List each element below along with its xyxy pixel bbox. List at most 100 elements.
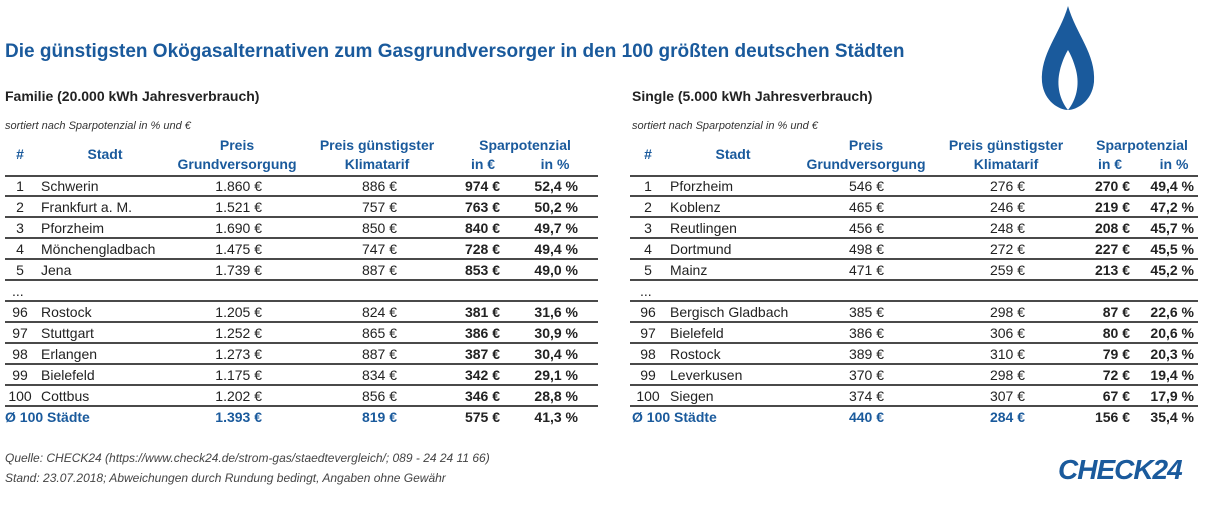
cell: 5 bbox=[16, 262, 24, 278]
header-grund: Preis bbox=[848, 137, 884, 153]
cell: Mainz bbox=[670, 262, 708, 278]
cell: 1 bbox=[16, 178, 24, 194]
header-grund: Grundversorgung bbox=[177, 156, 297, 172]
cell: 47,2 % bbox=[1150, 199, 1194, 215]
cell: 370 € bbox=[848, 367, 884, 383]
cell: 886 € bbox=[361, 178, 397, 194]
cell: 50,2 % bbox=[534, 199, 578, 215]
row-rule bbox=[5, 342, 598, 344]
cell: 30,9 % bbox=[534, 325, 578, 341]
total-cell: 819 € bbox=[361, 409, 397, 425]
row-rule bbox=[5, 321, 598, 323]
cell: 52,4 % bbox=[534, 178, 578, 194]
header-eur: in € bbox=[1097, 156, 1123, 172]
cell: 1.273 € bbox=[215, 346, 262, 362]
cell: 5 bbox=[644, 262, 652, 278]
cell: 259 € bbox=[989, 262, 1025, 278]
row-rule bbox=[630, 195, 1198, 197]
header-grund: Grundversorgung bbox=[806, 156, 926, 172]
cell: 1 bbox=[644, 178, 652, 194]
cell: Dortmund bbox=[670, 241, 732, 257]
cell: 850 € bbox=[361, 220, 397, 236]
cell: 310 € bbox=[989, 346, 1025, 362]
total-cell: Ø 100 Städte bbox=[5, 409, 90, 425]
cell: 307 € bbox=[989, 388, 1025, 404]
cell: 1.202 € bbox=[215, 388, 262, 404]
section-heading: Familie (20.000 kWh Jahresverbrauch) bbox=[5, 88, 260, 104]
row-rule bbox=[630, 258, 1198, 260]
row-rule bbox=[630, 237, 1198, 239]
cell: 865 € bbox=[361, 325, 397, 341]
cell: 385 € bbox=[848, 304, 884, 320]
cell: 49,4 % bbox=[1150, 178, 1194, 194]
cell: 387 € bbox=[464, 346, 500, 362]
cell: 386 € bbox=[848, 325, 884, 341]
cell: 20,6 % bbox=[1150, 325, 1194, 341]
cell: 1.252 € bbox=[215, 325, 262, 341]
cell: Erlangen bbox=[41, 346, 98, 362]
cell: 840 € bbox=[464, 220, 500, 236]
cell: 374 € bbox=[848, 388, 884, 404]
cell: 834 € bbox=[361, 367, 397, 383]
cell: 887 € bbox=[361, 346, 397, 362]
total-cell: 156 € bbox=[1094, 409, 1130, 425]
cell: 99 bbox=[12, 367, 28, 383]
cell: 100 bbox=[8, 388, 32, 404]
cell: 29,1 % bbox=[534, 367, 578, 383]
cell: 298 € bbox=[989, 367, 1025, 383]
cell: 19,4 % bbox=[1150, 367, 1194, 383]
cell: 79 € bbox=[1102, 346, 1130, 362]
cell: 389 € bbox=[848, 346, 884, 362]
cell: 30,4 % bbox=[534, 346, 578, 362]
cell: 270 € bbox=[1094, 178, 1130, 194]
total-cell: 284 € bbox=[989, 409, 1025, 425]
row-rule bbox=[630, 405, 1198, 407]
total-cell: 440 € bbox=[848, 409, 884, 425]
sort-note: sortiert nach Sparpotenzial in % und € bbox=[5, 120, 191, 132]
cell: 747 € bbox=[361, 241, 397, 257]
cell: Jena bbox=[41, 262, 72, 278]
cell: Frankfurt a. M. bbox=[41, 199, 133, 215]
cell: Bielefeld bbox=[41, 367, 95, 383]
cell: 2 bbox=[644, 199, 652, 215]
row-rule bbox=[5, 405, 598, 407]
row-rule bbox=[5, 216, 598, 218]
cell: 227 € bbox=[1094, 241, 1130, 257]
header-city: Stadt bbox=[87, 146, 123, 162]
cell: 248 € bbox=[989, 220, 1025, 236]
row-rule bbox=[630, 342, 1198, 344]
cell: 98 bbox=[640, 346, 656, 362]
row-rule bbox=[630, 300, 1198, 302]
cell: 49,4 % bbox=[534, 241, 578, 257]
sort-note: sortiert nach Sparpotenzial in % und € bbox=[632, 120, 818, 132]
cell: 45,7 % bbox=[1150, 220, 1194, 236]
cell: 99 bbox=[640, 367, 656, 383]
cell: 49,7 % bbox=[534, 220, 578, 236]
row-rule bbox=[5, 237, 598, 239]
cell: 72 € bbox=[1102, 367, 1130, 383]
section-heading: Single (5.000 kWh Jahresverbrauch) bbox=[632, 88, 873, 104]
cell: 45,5 % bbox=[1150, 241, 1194, 257]
row-rule bbox=[630, 321, 1198, 323]
header-pct: in % bbox=[540, 156, 570, 172]
cell: 887 € bbox=[361, 262, 397, 278]
cell: 17,9 % bbox=[1150, 388, 1194, 404]
cell: 856 € bbox=[361, 388, 397, 404]
cell: Koblenz bbox=[670, 199, 721, 215]
cell: Cottbus bbox=[41, 388, 90, 404]
total-cell: 575 € bbox=[464, 409, 500, 425]
cell: Rostock bbox=[41, 304, 92, 320]
cell: 272 € bbox=[989, 241, 1025, 257]
cell: 1.475 € bbox=[215, 241, 262, 257]
cell: Schwerin bbox=[41, 178, 99, 194]
cell: Pforzheim bbox=[670, 178, 734, 194]
row-rule bbox=[630, 279, 1198, 281]
cell: 97 bbox=[640, 325, 656, 341]
cell: 381 € bbox=[464, 304, 500, 320]
cell: Bergisch Gladbach bbox=[670, 304, 789, 320]
cell: 22,6 % bbox=[1150, 304, 1194, 320]
total-cell: 35,4 % bbox=[1150, 409, 1194, 425]
cell: Reutlingen bbox=[670, 220, 737, 236]
cell: 2 bbox=[16, 199, 24, 215]
header-grund: Preis bbox=[219, 137, 255, 153]
